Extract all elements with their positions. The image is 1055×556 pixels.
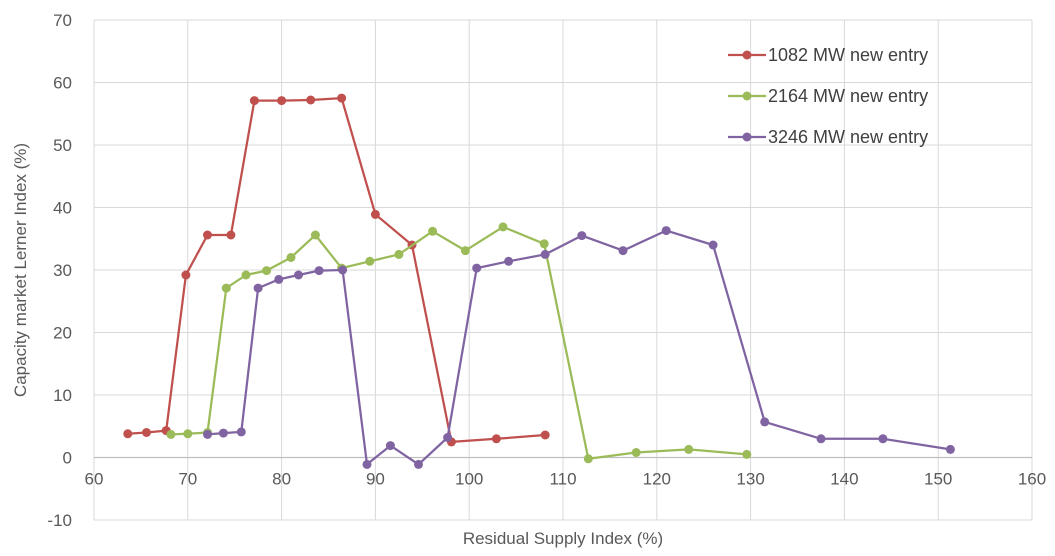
data-point — [183, 429, 193, 439]
data-point — [236, 427, 246, 437]
y-tick-label: 20 — [53, 324, 72, 343]
data-point — [370, 209, 380, 219]
y-tick-label: 10 — [53, 386, 72, 405]
data-point — [583, 454, 593, 464]
data-point — [277, 96, 287, 106]
x-tick-label: 120 — [643, 470, 671, 489]
data-point — [443, 433, 453, 442]
data-point — [428, 226, 438, 236]
data-point — [286, 253, 296, 262]
data-point — [577, 231, 587, 241]
legend-item: 1082 MW new entry — [728, 45, 928, 65]
legend-marker — [742, 50, 752, 60]
x-axis-title: Residual Supply Index (%) — [463, 529, 663, 548]
series-3 — [203, 226, 955, 469]
series-group — [123, 93, 955, 469]
data-point — [226, 230, 236, 240]
y-tick-label: 70 — [53, 11, 72, 30]
data-point — [945, 444, 955, 454]
y-tick-label: 0 — [63, 449, 72, 468]
x-tick-label: 160 — [1018, 470, 1046, 489]
x-tick-label: 130 — [736, 470, 764, 489]
data-point — [684, 444, 694, 454]
data-point — [498, 222, 508, 232]
data-point — [166, 429, 176, 439]
y-tick-label: 40 — [53, 199, 72, 218]
x-tick-label: 70 — [178, 470, 197, 489]
y-axis-title: Capacity market Lerner Index (%) — [11, 143, 30, 397]
legend-item: 2164 MW new entry — [728, 86, 928, 106]
data-point — [123, 429, 133, 439]
data-point — [310, 230, 320, 240]
data-point — [274, 274, 284, 284]
data-point — [816, 434, 826, 444]
data-point — [306, 95, 316, 105]
data-point — [337, 93, 347, 103]
data-point — [262, 266, 272, 276]
x-tick-label: 150 — [924, 470, 952, 489]
x-tick-label: 100 — [455, 470, 483, 489]
series-line — [170, 225, 747, 460]
data-point — [203, 429, 212, 439]
data-point — [878, 434, 888, 444]
y-tick-label: -10 — [47, 511, 72, 530]
data-point — [414, 459, 423, 469]
data-point — [362, 459, 372, 469]
legend: 1082 MW new entry 2164 MW new entry 3246 M… — [728, 45, 928, 147]
x-tick-label: 80 — [272, 470, 291, 489]
data-point — [540, 249, 550, 259]
data-point — [460, 246, 470, 256]
legend-marker — [742, 91, 752, 101]
x-tick-label: 90 — [366, 470, 385, 489]
legend-label: 3246 MW new entry — [768, 127, 928, 147]
data-point — [539, 239, 549, 249]
data-point — [631, 448, 641, 457]
data-point — [253, 283, 263, 293]
series-2 — [166, 222, 752, 464]
data-point — [491, 434, 501, 444]
data-point — [181, 270, 191, 280]
data-point — [394, 249, 404, 259]
data-point — [504, 256, 514, 266]
data-point — [760, 417, 770, 427]
legend-marker — [742, 132, 752, 142]
x-tick-label: 60 — [85, 470, 104, 489]
data-point — [142, 428, 151, 437]
y-tick-label: 30 — [53, 261, 72, 280]
x-tick-label: 140 — [830, 470, 858, 489]
data-point — [294, 270, 303, 280]
data-point — [472, 263, 482, 273]
series-line — [207, 229, 951, 466]
legend-item: 3246 MW new entry — [728, 127, 928, 147]
axes: 60 70 80 90 100 110 120 130 140 150 160 -10 0 10 20 30 4… — [47, 11, 1046, 530]
data-point — [338, 265, 348, 275]
data-point — [218, 428, 228, 438]
data-point — [708, 240, 718, 250]
y-tick-label: 60 — [53, 74, 72, 93]
data-point — [314, 266, 324, 276]
data-point — [241, 270, 251, 280]
data-point — [618, 246, 628, 256]
data-point — [742, 449, 752, 459]
y-tick-label: 50 — [53, 136, 72, 155]
data-point — [661, 226, 671, 236]
data-point — [540, 430, 550, 440]
data-point — [365, 256, 375, 266]
data-point — [221, 283, 231, 293]
legend-label: 1082 MW new entry — [768, 45, 928, 65]
data-point — [203, 230, 212, 240]
data-point — [249, 96, 259, 106]
legend-label: 2164 MW new entry — [768, 86, 928, 106]
x-tick-label: 110 — [549, 470, 576, 489]
data-point — [385, 441, 395, 451]
